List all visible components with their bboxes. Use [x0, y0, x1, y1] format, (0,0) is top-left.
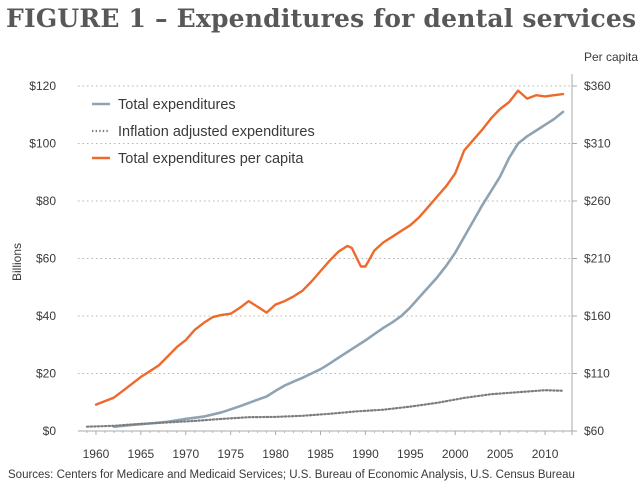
- legend-label: Total expenditures per capita: [118, 151, 304, 167]
- legend-label: Total expenditures: [118, 97, 236, 113]
- gridlines: [78, 85, 572, 374]
- legend: Total expenditures Inflation adjusted exp…: [92, 97, 315, 167]
- x-tick-label: 1990: [352, 447, 379, 461]
- y-axis-left: $0 $20 $40 $60 $80 $100 $120: [29, 79, 56, 438]
- y2-tick-label: $110: [584, 367, 610, 381]
- y-tick-label: $120: [29, 79, 56, 93]
- x-tick-label: 2005: [487, 447, 514, 461]
- x-tick-label: 1960: [83, 447, 110, 461]
- x-tick-label: 1985: [307, 447, 334, 461]
- y2-tick-label: $260: [584, 194, 611, 208]
- y-axis-right: $60 $110 $160 $210 $260 $310 $360: [571, 74, 611, 438]
- x-tick-label: 1995: [397, 447, 424, 461]
- series-lines: [85, 89, 565, 429]
- y2-tick-label: $360: [584, 79, 611, 93]
- legend-label: Inflation adjusted expenditures: [118, 124, 315, 140]
- y-tick-label: $40: [36, 309, 56, 323]
- x-tick-label: 1970: [172, 447, 199, 461]
- y-tick-label: $60: [36, 252, 56, 266]
- x-tick-label: 1980: [262, 447, 289, 461]
- y-axis-title: Billions: [10, 243, 24, 281]
- y-tick-label: $80: [36, 194, 56, 208]
- y-tick-label: $20: [36, 367, 56, 381]
- total-expenditures-line: [112, 110, 565, 429]
- y2-axis-title: Per capita: [584, 50, 638, 64]
- per-capita-line: [94, 89, 565, 406]
- inflation-adjusted-line: [85, 389, 565, 428]
- y2-tick-label: $60: [584, 424, 604, 438]
- chart-title: FIGURE 1 – Expenditures for dental servi…: [6, 4, 637, 33]
- y2-tick-label: $160: [584, 309, 611, 323]
- x-tick-label: 1965: [128, 447, 155, 461]
- x-axis: 1960 1965 1970 1975 1980 1985 1990 1995 2000 2005…: [78, 430, 572, 461]
- y-tick-label: $0: [43, 424, 57, 438]
- source-note: Sources: Centers for Medicare and Medica…: [8, 469, 575, 481]
- x-tick-label: 2000: [442, 447, 469, 461]
- x-tick-label: 2010: [532, 447, 559, 461]
- line-chart: 1960 1965 1970 1975 1980 1985 1990 1995 2000 2005…: [10, 50, 638, 461]
- y2-tick-label: $210: [584, 252, 611, 266]
- y2-tick-label: $310: [584, 137, 611, 151]
- x-tick-label: 1975: [217, 447, 244, 461]
- y-tick-label: $100: [29, 137, 56, 151]
